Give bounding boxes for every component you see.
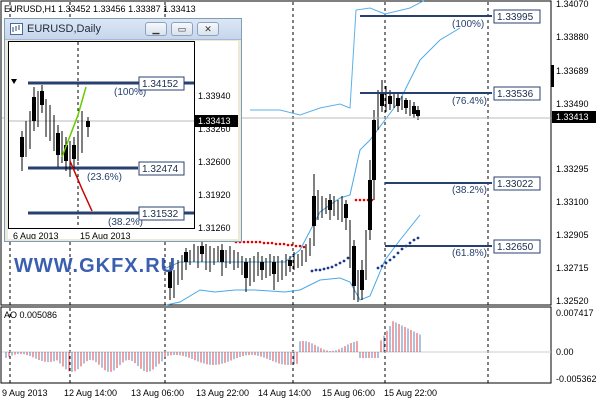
price-tick: 1.32715 — [556, 263, 589, 273]
current-price-label: 1.33413 — [556, 112, 589, 122]
price-tick: 1.32520 — [556, 296, 589, 306]
price-tick: 1.33880 — [556, 32, 589, 42]
price-tick: 1.33490 — [556, 99, 589, 109]
restore-icon: ▭ — [177, 24, 187, 34]
daily-chart[interactable]: (100%) (23.6%) (38.2%) 1.34152 1.32474 1… — [8, 41, 238, 239]
mini-fib-price-236: 1.32474 — [142, 164, 179, 175]
ao-label: AO 0.005086 — [4, 310, 57, 320]
minimize-icon: ▁ — [152, 24, 160, 34]
mini-time-tick: 6 Aug 2013 — [13, 231, 59, 239]
mini-price-tick: 1.32600 — [198, 157, 231, 167]
ohlc-values: 1.33452 1.33456 1.33387 1.33413 — [58, 4, 196, 14]
time-tick: 13 Aug 06:00 — [131, 388, 184, 398]
price-tick: 1.34070 — [556, 0, 589, 9]
mini-price-tick: 1.33940 — [198, 91, 231, 101]
price-tick: 1.33295 — [556, 164, 589, 174]
fib-price-382: 1.33022 — [497, 179, 534, 190]
mini-zigzag-red — [69, 160, 93, 212]
chart-scroll-marker[interactable] — [551, 65, 554, 87]
time-tick: 15 Aug 22:00 — [384, 388, 437, 398]
time-tick: 14 Aug 14:00 — [258, 388, 311, 398]
fib-price-618: 1.32650 — [497, 242, 534, 253]
fib-pct-764: (76.4%) — [452, 96, 487, 107]
fib-price-100: 1.33995 — [497, 12, 534, 23]
time-tick: 9 Aug 2013 — [2, 388, 48, 398]
ao-tick-max: 0.007417 — [556, 308, 594, 318]
time-tick: 15 Aug 06:00 — [322, 388, 375, 398]
fib-pct-100: (100%) — [452, 19, 484, 30]
mini-fib-pct-236: (23.6%) — [87, 172, 122, 183]
minimize-button[interactable]: ▁ — [145, 22, 167, 36]
close-icon: ✕ — [204, 24, 212, 34]
current-price-badge — [552, 111, 596, 123]
fib-levels-main — [360, 15, 492, 247]
time-tick: 12 Aug 14:00 — [64, 388, 117, 398]
mini-current-price: 1.33413 — [198, 116, 231, 126]
window-title: EURUSD,Daily — [27, 23, 101, 35]
mini-fib-price-382: 1.31532 — [142, 209, 179, 220]
chart-window-icon — [10, 23, 23, 35]
mini-current-price-badge — [195, 115, 238, 127]
sar-dots-blue — [310, 236, 420, 273]
mini-price-tick: 1.31260 — [198, 223, 231, 233]
symbol-label: EURUSD,H1 — [4, 4, 56, 14]
restore-button[interactable]: ▭ — [171, 22, 193, 36]
mini-price-tick: 1.33260 — [198, 124, 231, 134]
ao-tick-zero: 0.00 — [556, 347, 574, 357]
candle-bodies — [168, 94, 420, 290]
mini-zigzag-green — [61, 86, 87, 158]
price-tick: 1.32905 — [556, 230, 589, 240]
ao-tick-min: -0.005362 — [556, 374, 596, 384]
close-button[interactable]: ✕ — [197, 22, 219, 36]
fib-pct-382: (38.2%) — [452, 185, 487, 196]
mini-fib-pct-382: (38.2%) — [108, 217, 143, 228]
mini-fib-price-100: 1.34152 — [142, 79, 179, 90]
mini-fib-pct-100: (100%) — [114, 87, 146, 98]
mini-time-tick: 15 Aug 2013 — [80, 231, 131, 239]
fib-pct-618: (61.8%) — [452, 248, 487, 259]
window-titlebar[interactable]: EURUSD,Daily ▁ ▭ ✕ — [5, 19, 241, 40]
price-tick: 1.33100 — [556, 197, 589, 207]
mini-scroll-arrow — [11, 79, 17, 84]
time-tick: 13 Aug 22:00 — [196, 388, 249, 398]
watermark-text: WWW.GKFX.RU — [14, 255, 177, 277]
fib-price-boxes — [493, 9, 541, 254]
fib-price-764: 1.33536 — [497, 89, 534, 100]
mini-price-tick: 1.31920 — [198, 190, 231, 200]
ao-histogram — [5, 321, 421, 372]
daily-chart-window[interactable]: EURUSD,Daily ▁ ▭ ✕ — [4, 18, 242, 242]
price-tick: 1.33689 — [556, 66, 589, 76]
